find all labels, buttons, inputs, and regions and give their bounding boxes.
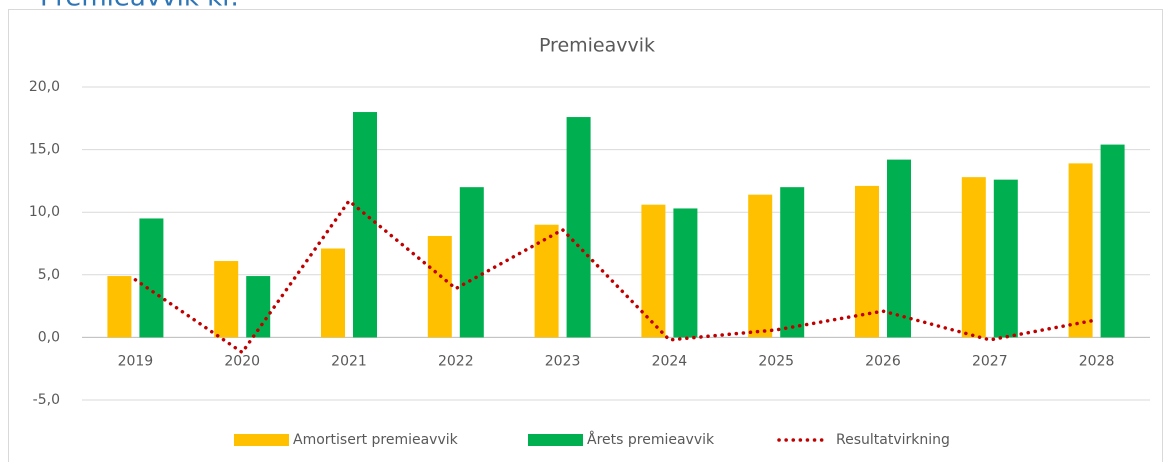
x-tick-label: 2027	[972, 353, 1008, 369]
bar	[246, 276, 271, 338]
legend-swatch	[528, 434, 583, 446]
y-tick-label: 0,0	[38, 329, 60, 345]
x-tick-label: 2028	[1079, 353, 1115, 369]
bar	[107, 276, 132, 338]
chart-title: Premieavvik	[539, 35, 655, 57]
bar	[566, 117, 591, 338]
x-tick-label: 2019	[118, 353, 154, 369]
y-tick-label: -5,0	[33, 392, 60, 408]
x-tick-label: 2020	[224, 353, 260, 369]
bar	[673, 208, 698, 338]
x-tick-label: 2023	[545, 353, 581, 369]
legend-label: Resultatvirkning	[836, 432, 950, 448]
bar	[748, 194, 773, 338]
y-tick-label: 20,0	[29, 79, 60, 95]
bar	[1068, 163, 1093, 338]
legend-swatch	[234, 434, 289, 446]
bar	[427, 235, 452, 338]
bar	[641, 204, 666, 338]
bar	[321, 248, 345, 338]
x-tick-label: 2025	[758, 353, 794, 369]
y-tick-label: 10,0	[29, 204, 60, 220]
legend-label: Årets premieavvik	[587, 431, 715, 448]
bar	[139, 218, 164, 338]
bar	[887, 159, 911, 338]
y-tick-label: 5,0	[38, 267, 60, 283]
x-tick-label: 2021	[331, 353, 367, 369]
bar	[993, 179, 1018, 338]
bar	[780, 187, 805, 338]
bar	[459, 187, 484, 338]
bar	[353, 112, 377, 338]
x-tick-label: 2022	[438, 353, 474, 369]
bar	[855, 185, 879, 338]
bar	[961, 177, 986, 338]
bar	[1100, 144, 1125, 338]
legend-label: Amortisert premieavvik	[293, 432, 459, 448]
x-tick-label: 2024	[652, 353, 688, 369]
y-tick-label: 15,0	[29, 142, 60, 158]
x-tick-label: 2026	[865, 353, 901, 369]
line	[133, 198, 1099, 355]
bar	[214, 261, 239, 338]
